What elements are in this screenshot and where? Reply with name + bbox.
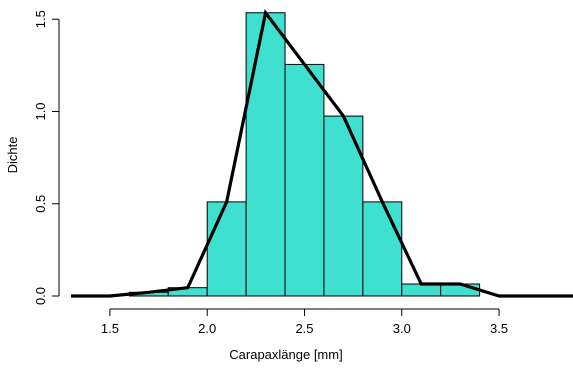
density-polygon-line [71, 8, 573, 298]
x-tick-label: 2.0 [198, 321, 216, 336]
y-axis-ticks: 0.0 0.5 1.0 1.5 [33, 10, 59, 305]
x-tick-label: 3.5 [490, 321, 508, 336]
y-tick-label: 1.5 [33, 10, 48, 28]
y-tick-label: 1.0 [33, 102, 48, 120]
histogram-bar [245, 12, 286, 297]
x-tick-label: 2.5 [295, 321, 313, 336]
histogram-bar [362, 201, 403, 297]
y-axis-title: Dichte [5, 137, 20, 174]
x-tick-label: 1.5 [101, 321, 119, 336]
x-tick-label: 3.0 [393, 321, 411, 336]
histogram-bar [401, 283, 442, 297]
x-axis-title: Carapaxlänge [mm] [229, 347, 342, 362]
histogram-bars [128, 12, 481, 297]
histogram-bar [440, 283, 481, 297]
y-tick-label: 0.5 [33, 195, 48, 213]
histogram-bar [284, 63, 325, 297]
histogram-bar [206, 201, 247, 297]
x-axis-ticks: 1.5 2.0 2.5 3.0 3.5 [101, 309, 508, 336]
y-tick-label: 0.0 [33, 287, 48, 305]
